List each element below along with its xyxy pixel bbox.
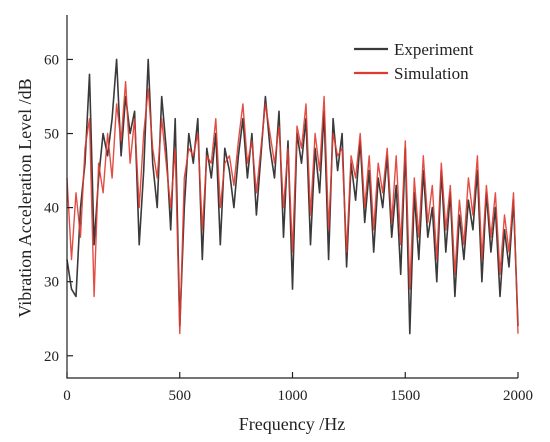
x-tick-label: 0	[63, 388, 71, 404]
y-axis-ticks: 20 30 40 50 60	[44, 52, 73, 365]
series-line-experiment	[66, 58, 519, 335]
y-tick-label: 20	[44, 349, 59, 365]
x-axis-title: Frequency /Hz	[239, 414, 345, 434]
y-axis-title: Vibration Acceleration Level /dB	[15, 78, 35, 317]
y-tick-label: 30	[44, 275, 59, 291]
y-tick-label: 50	[44, 127, 59, 143]
legend-label-simulation: Simulation	[394, 64, 469, 83]
legend-label-experiment: Experiment	[394, 40, 474, 59]
x-axis-ticks: 0 500 1000 1500 2000	[63, 372, 533, 404]
y-tick-label: 40	[44, 201, 59, 217]
x-tick-label: 2000	[503, 388, 533, 404]
y-tick-label: 60	[44, 52, 59, 68]
x-tick-label: 1500	[390, 388, 420, 404]
legend: Experiment Simulation	[354, 40, 474, 83]
series-lines	[66, 58, 519, 335]
x-tick-label: 1000	[278, 388, 308, 404]
series-line-simulation	[66, 80, 519, 335]
x-tick-label: 500	[169, 388, 192, 404]
